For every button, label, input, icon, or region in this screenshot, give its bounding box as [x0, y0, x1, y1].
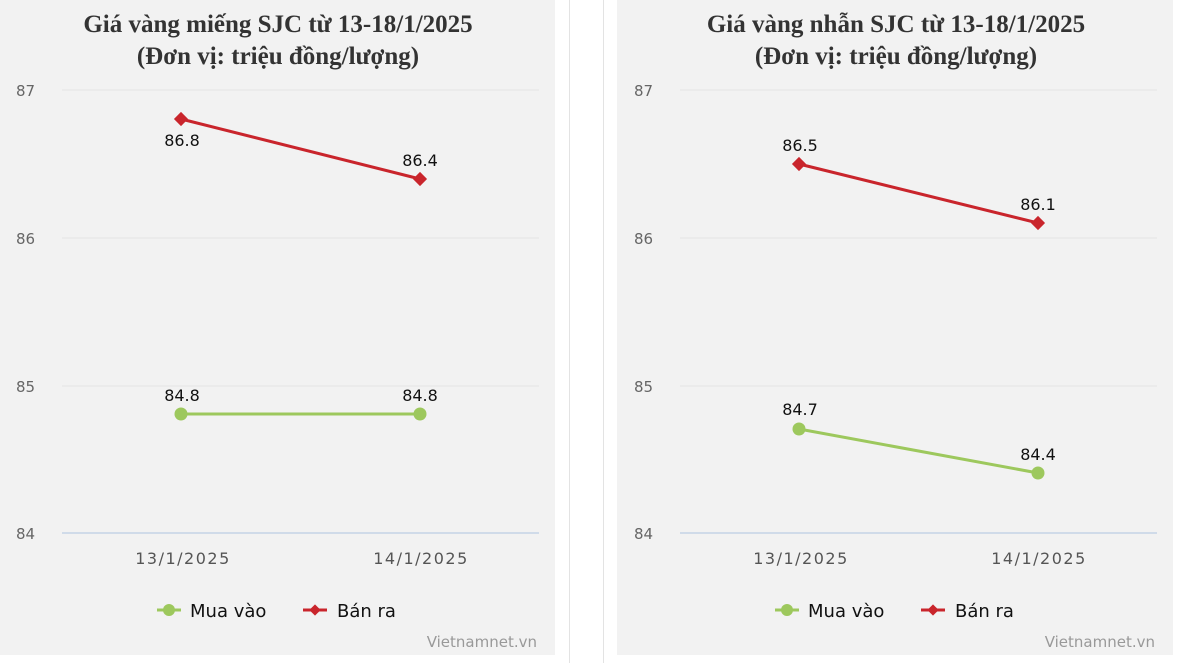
diamond-marker-icon[interactable] [173, 111, 189, 127]
series-line-sell [180, 117, 421, 181]
credit-text: Vietnamnet.vn [1045, 633, 1155, 651]
data-label-buy: 84.7 [782, 400, 818, 419]
diamond-marker-icon[interactable] [412, 171, 428, 187]
circle-marker-icon[interactable] [1031, 466, 1045, 480]
y-tick-label: 85 [634, 378, 653, 396]
legend-item-buy[interactable]: Mua vào [775, 601, 884, 622]
circle-legend-icon [163, 604, 175, 616]
diamond-legend-icon [927, 604, 939, 616]
diamond-legend-icon [309, 604, 321, 616]
legend-item-buy[interactable]: Mua vào [157, 601, 266, 622]
diamond-marker-icon[interactable] [791, 156, 807, 172]
circle-legend-icon [781, 604, 793, 616]
data-label-buy: 84.8 [402, 386, 438, 405]
chart-title-line1: Giá vàng nhẫn SJC từ 13-18/1/2025 [707, 11, 1085, 38]
x-tick-label: 14/1/2025 [373, 549, 469, 568]
x-tick-label: 13/1/2025 [135, 549, 231, 568]
x-tick-label: 13/1/2025 [753, 549, 849, 568]
x-tick-label: 14/1/2025 [991, 549, 1087, 568]
circle-marker-icon[interactable] [174, 407, 188, 421]
legend-item-sell[interactable]: Bán ra [921, 601, 1014, 622]
divider [569, 0, 570, 663]
credit-text: Vietnamnet.vn [427, 633, 537, 651]
y-tick-label: 87 [634, 82, 653, 100]
y-tick-label: 87 [16, 82, 35, 100]
chart-title-line1: Giá vàng miếng SJC từ 13-18/1/2025 [83, 11, 472, 38]
circle-marker-icon[interactable] [792, 422, 806, 436]
data-label-sell: 86.1 [1020, 195, 1056, 214]
line-chart-nhan: Giá vàng nhẫn SJC từ 13-18/1/2025 (Đơn v… [634, 11, 1157, 651]
chart-title-line2: (Đơn vị: triệu đồng/lượng) [137, 43, 419, 70]
y-tick-label: 85 [16, 378, 35, 396]
diamond-marker-icon[interactable] [1030, 215, 1046, 231]
y-tick-label: 84 [16, 525, 35, 543]
divider [603, 0, 604, 663]
data-label-buy: 84.8 [164, 386, 200, 405]
circle-marker-icon[interactable] [413, 407, 427, 421]
y-tick-label: 86 [634, 230, 653, 248]
chart-panel-mieng: Giá vàng miếng SJC từ 13-18/1/2025 (Đơn … [0, 0, 555, 655]
legend-label-buy: Mua vào [190, 601, 266, 622]
y-tick-label: 86 [16, 230, 35, 248]
chart-title-line2: (Đơn vị: triệu đồng/lượng) [755, 43, 1037, 70]
legend-label-sell: Bán ra [337, 601, 396, 622]
data-label-sell: 86.8 [164, 131, 200, 150]
data-label-buy: 84.4 [1020, 445, 1056, 464]
chart-panel-nhan: Giá vàng nhẫn SJC từ 13-18/1/2025 (Đơn v… [617, 0, 1173, 655]
data-label-sell: 86.5 [782, 136, 818, 155]
legend-label-sell: Bán ra [955, 601, 1014, 622]
series-line-buy [798, 427, 1039, 475]
data-label-sell: 86.4 [402, 151, 438, 170]
legend-item-sell[interactable]: Bán ra [303, 601, 396, 622]
y-tick-label: 84 [634, 525, 653, 543]
series-line-sell [798, 162, 1039, 225]
line-chart-mieng: Giá vàng miếng SJC từ 13-18/1/2025 (Đơn … [16, 11, 539, 651]
legend-label-buy: Mua vào [808, 601, 884, 622]
